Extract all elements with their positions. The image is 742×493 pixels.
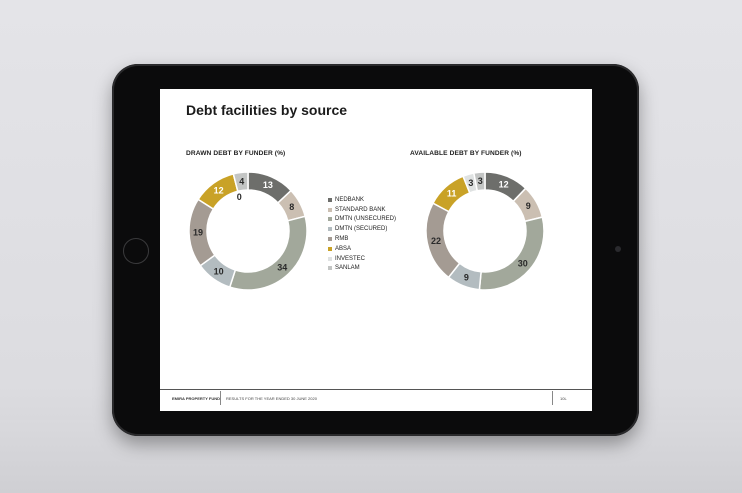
legend-item: SANLAM — [328, 264, 396, 274]
legend-swatch — [328, 197, 332, 202]
legend-swatch — [328, 256, 332, 261]
donut-data-label: 3 — [478, 176, 483, 186]
chart-legend: NEDBANK STANDARD BANK DMTN (UNSECURED) DMTN… — [328, 195, 396, 273]
legend-swatch — [328, 207, 332, 212]
donut-data-label: 8 — [289, 202, 294, 212]
legend-label: STANDARD BANK — [335, 206, 386, 213]
legend-label: NEDBANK — [335, 196, 365, 203]
donut-data-label: 3 — [468, 178, 473, 188]
legend-swatch — [328, 217, 332, 222]
legend-item: RMB — [328, 234, 396, 244]
donut-data-label: 9 — [464, 272, 469, 282]
donut-data-label: 19 — [193, 228, 203, 238]
available-debt-chart-title: AVAILABLE DEBT BY FUNDER (%) — [410, 150, 522, 157]
donut-data-label: 22 — [431, 236, 441, 246]
donut-segment — [478, 216, 545, 291]
footer-separator — [552, 391, 553, 405]
donut-data-label: 10 — [214, 266, 224, 276]
donut-data-label: 9 — [526, 201, 531, 211]
footer-divider — [160, 389, 592, 390]
footer-report-title: RESULTS FOR THE YEAR ENDED 30 JUNE 2020 — [226, 396, 317, 401]
donut-data-label: 30 — [518, 259, 528, 269]
legend-item: INVESTEC — [328, 254, 396, 264]
footer-company: EMIRA PROPERTY FUND — [172, 396, 221, 401]
donut-data-label: 13 — [263, 180, 273, 190]
legend-label: SANLAM — [335, 265, 360, 272]
donut-data-label: 11 — [447, 189, 457, 199]
available-debt-donut-chart: 12 9 30 9 22 11 3 3 — [425, 171, 545, 291]
home-button[interactable] — [123, 238, 149, 264]
legend-label: DMTN (SECURED) — [335, 226, 388, 233]
drawn-debt-donut-chart: 13 8 34 10 19 12 0 4 — [188, 171, 308, 291]
donut-segment — [228, 215, 308, 291]
drawn-debt-chart-title: DRAWN DEBT BY FUNDER (%) — [186, 150, 286, 157]
legend-item: DMTN (UNSECURED) — [328, 215, 396, 225]
donut-data-label: 0 — [237, 192, 242, 202]
camera-icon — [615, 246, 621, 252]
legend-label: INVESTEC — [335, 255, 366, 262]
donut-data-label: 12 — [214, 186, 224, 196]
legend-label: ABSA — [335, 245, 352, 252]
donut-data-label: 4 — [239, 176, 244, 186]
donut-segment — [232, 171, 249, 193]
footer-separator — [220, 391, 221, 405]
donut-data-label: 34 — [277, 262, 287, 272]
page-title: Debt facilities by source — [186, 102, 348, 118]
legend-label: DMTN (UNSECURED) — [335, 216, 396, 223]
legend-item: ABSA — [328, 244, 396, 254]
legend-swatch — [328, 246, 332, 251]
legend-item: NEDBANK — [328, 195, 396, 205]
legend-label: RMB — [335, 236, 349, 243]
legend-swatch — [328, 266, 332, 271]
tablet-device: Debt facilities by source DRAWN DEBT BY … — [112, 64, 639, 436]
legend-item: DMTN (SECURED) — [328, 224, 396, 234]
tablet-screen: Debt facilities by source DRAWN DEBT BY … — [160, 89, 592, 411]
footer-page-number: 10L — [560, 396, 567, 401]
donut-data-label: 12 — [499, 180, 509, 190]
donut-segment — [472, 171, 486, 192]
legend-swatch — [328, 227, 332, 232]
legend-swatch — [328, 237, 332, 242]
legend-item: STANDARD BANK — [328, 205, 396, 215]
